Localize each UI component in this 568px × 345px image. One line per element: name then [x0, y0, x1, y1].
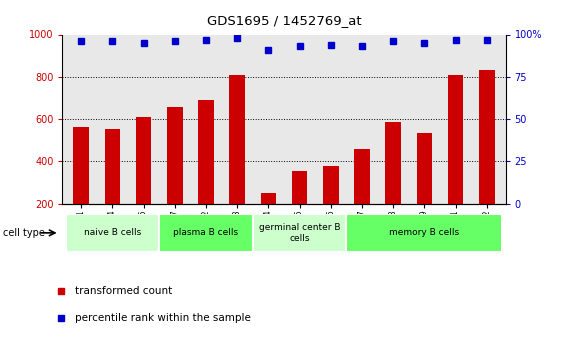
Bar: [65, 214, 159, 252]
Bar: [323, 166, 339, 204]
Text: GDS1695 / 1452769_at: GDS1695 / 1452769_at: [207, 14, 361, 27]
Bar: [386, 122, 401, 204]
Text: transformed count: transformed count: [75, 286, 172, 296]
Text: naive B cells: naive B cells: [83, 228, 141, 237]
Bar: [448, 75, 463, 204]
Bar: [261, 194, 276, 204]
Bar: [105, 129, 120, 204]
Bar: [479, 70, 495, 204]
Bar: [416, 133, 432, 204]
Bar: [159, 214, 253, 252]
Bar: [167, 107, 182, 204]
Text: plasma B cells: plasma B cells: [173, 228, 239, 237]
Text: germinal center B
cells: germinal center B cells: [259, 223, 340, 243]
Text: percentile rank within the sample: percentile rank within the sample: [75, 313, 251, 323]
Bar: [136, 117, 152, 204]
Bar: [346, 214, 503, 252]
Bar: [198, 100, 214, 204]
Bar: [253, 214, 346, 252]
Bar: [292, 171, 307, 204]
Text: memory B cells: memory B cells: [389, 228, 460, 237]
Text: cell type: cell type: [3, 228, 45, 238]
Bar: [354, 149, 370, 204]
Bar: [229, 75, 245, 204]
Bar: [73, 128, 89, 204]
